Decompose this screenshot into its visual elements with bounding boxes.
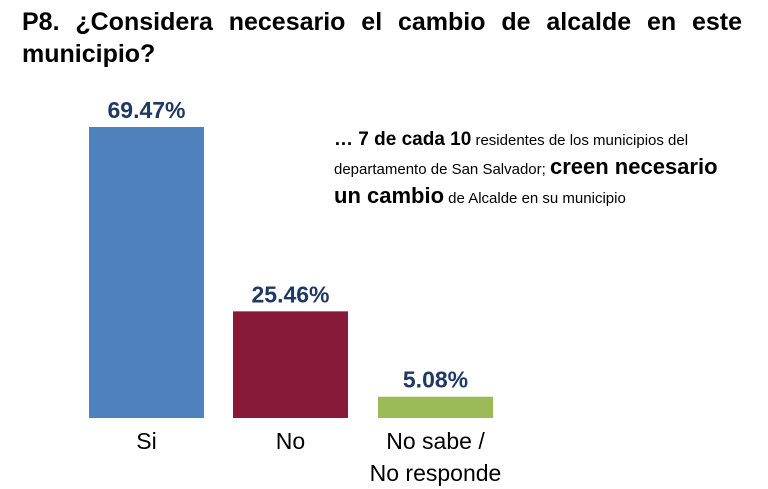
category-label-2: No <box>276 428 305 454</box>
bar-1 <box>89 127 204 418</box>
annotation-text-end: de Alcalde en su municipio <box>444 190 626 207</box>
bar-3 <box>378 396 493 418</box>
chart-annotation: … 7 de cada 10 residentes de los municip… <box>334 127 724 212</box>
category-label-3-line-2: No responde <box>370 460 502 486</box>
data-label-1: 69.47% <box>107 97 185 123</box>
annotation-text: residentes de los municipios del departa… <box>334 132 689 178</box>
category-label-3-line-1: No sabe / <box>386 428 485 454</box>
chart-title: P8. ¿Considera necesario el cambio de al… <box>22 8 742 68</box>
annotation-highlight-count: … 7 de cada 10 <box>334 129 472 150</box>
data-label-2: 25.46% <box>251 281 329 307</box>
data-label-3: 5.08% <box>403 367 468 393</box>
category-label-1: Si <box>136 428 156 454</box>
bar-2 <box>233 311 348 418</box>
annotation-highlight-claim: creen necesario un cambio <box>334 154 718 208</box>
